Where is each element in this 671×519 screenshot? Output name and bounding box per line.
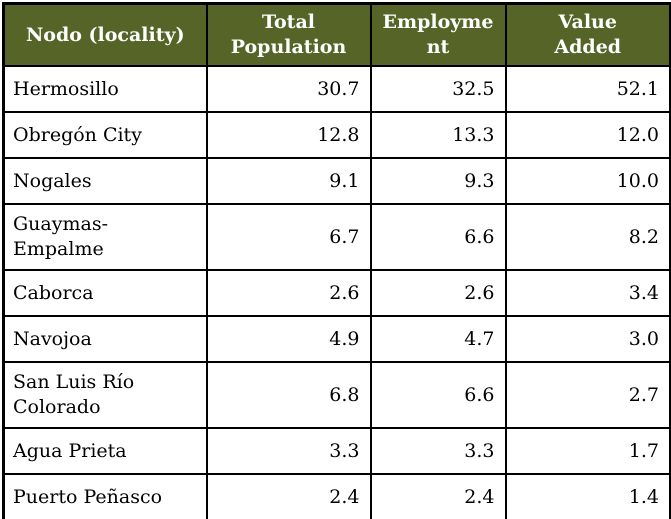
value-cell: 2.4	[205, 473, 372, 519]
table-body: Hermosillo 30.7 32.5 52.1 Obregón City 1…	[2, 65, 671, 519]
value-cell: 12.8	[205, 111, 372, 159]
value-cell: 4.9	[205, 315, 372, 363]
value-cell: 3.3	[369, 427, 507, 475]
table-row-hermosillo: Hermosillo 30.7 32.5 52.1	[2, 65, 671, 113]
value-cell: 6.7	[205, 203, 372, 271]
value-cell: 6.8	[205, 361, 372, 429]
value-cell: 8.2	[504, 203, 671, 271]
value-cell: 3.3	[205, 427, 372, 475]
value-cell: 12.0	[504, 111, 671, 159]
locality-cell: Guaymas- Empalme	[2, 203, 208, 271]
locality-cell: Obregón City	[2, 111, 208, 159]
locality-cell: Caborca	[2, 269, 208, 317]
value-cell: 6.6	[369, 361, 507, 429]
value-cell: 4.7	[369, 315, 507, 363]
value-cell: 52.1	[504, 65, 671, 113]
value-cell: 2.6	[205, 269, 372, 317]
column-header-locality: Nodo (locality)	[2, 2, 208, 67]
locality-cell: Agua Prieta	[2, 427, 208, 475]
value-cell: 3.4	[504, 269, 671, 317]
table-row-nogales: Nogales 9.1 9.3 10.0	[2, 157, 671, 205]
value-cell: 30.7	[205, 65, 372, 113]
table-header: Nodo (locality) Total Population Employm…	[2, 2, 671, 67]
value-cell: 3.0	[504, 315, 671, 363]
header-row: Nodo (locality) Total Population Employm…	[2, 2, 671, 67]
table-row-caborca: Caborca 2.6 2.6 3.4	[2, 269, 671, 317]
table-row-agua-prieta: Agua Prieta 3.3 3.3 1.7	[2, 427, 671, 475]
value-cell: 2.6	[369, 269, 507, 317]
column-header-total-population: Total Population	[205, 2, 372, 67]
value-cell: 13.3	[369, 111, 507, 159]
table-row-obregon-city: Obregón City 12.8 13.3 12.0	[2, 111, 671, 159]
locality-cell: Navojoa	[2, 315, 208, 363]
value-cell: 10.0	[504, 157, 671, 205]
value-cell: 9.3	[369, 157, 507, 205]
column-header-employment: Employme nt	[369, 2, 507, 67]
value-cell: 1.4	[504, 473, 671, 519]
value-cell: 2.7	[504, 361, 671, 429]
table-row-guaymas-empalme: Guaymas- Empalme 6.7 6.6 8.2	[2, 203, 671, 271]
table-row-puerto-penasco: Puerto Peñasco 2.4 2.4 1.4	[2, 473, 671, 519]
value-cell: 6.6	[369, 203, 507, 271]
locality-cell: Hermosillo	[2, 65, 208, 113]
table-row-navojoa: Navojoa 4.9 4.7 3.0	[2, 315, 671, 363]
value-cell: 9.1	[205, 157, 372, 205]
value-cell: 32.5	[369, 65, 507, 113]
column-header-value-added: Value Added	[504, 2, 671, 67]
locality-cell: Puerto Peñasco	[2, 473, 208, 519]
value-cell: 2.4	[369, 473, 507, 519]
table-row-san-luis-rio-colorado: San Luis Río Colorado 6.8 6.6 2.7	[2, 361, 671, 429]
value-cell: 1.7	[504, 427, 671, 475]
locality-cell: Nogales	[2, 157, 208, 205]
locality-cell: San Luis Río Colorado	[2, 361, 208, 429]
